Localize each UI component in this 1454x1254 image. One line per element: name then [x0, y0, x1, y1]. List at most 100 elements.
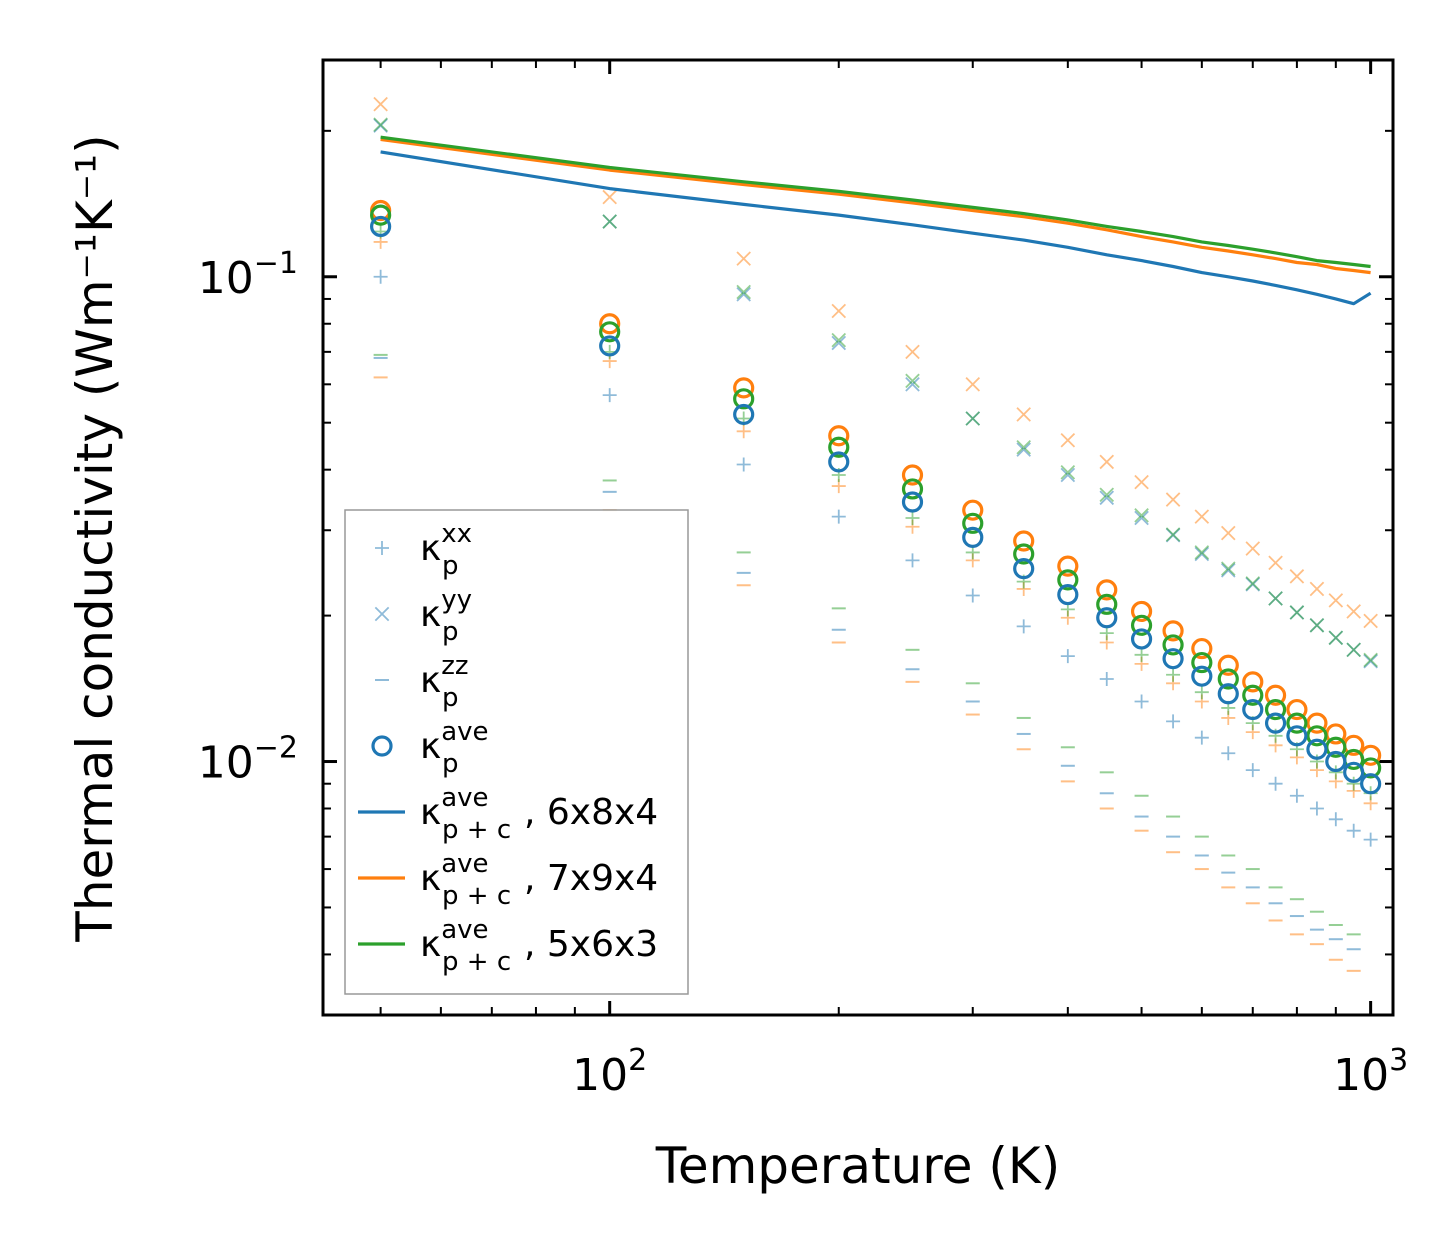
legend-kappa: κ [420, 660, 441, 701]
legend-label: κzz p [420, 651, 469, 713]
data-point [1264, 712, 1287, 734]
tick-exponent: −2 [254, 731, 298, 766]
data-point [1264, 698, 1287, 721]
data-point [1346, 823, 1361, 838]
data-point [1013, 530, 1035, 552]
data-point [1242, 698, 1264, 721]
tick-base: 10 [1333, 1050, 1389, 1101]
legend-subscript: p + c [442, 881, 511, 911]
legend-entry: κave p + c , 7x9x4 [358, 849, 658, 911]
data-point [1194, 730, 1209, 745]
series-kzz_7x9x4 [373, 376, 1361, 972]
legend-kappa: κ [420, 924, 441, 965]
data-point [373, 96, 388, 112]
data-point [1268, 591, 1283, 606]
data-point [965, 377, 981, 392]
legend-swatch-circle [371, 735, 393, 757]
data-point [901, 478, 924, 500]
data-point [1099, 671, 1114, 686]
legend-kappa: κ [420, 726, 441, 767]
data-point [1057, 569, 1079, 591]
legend-swatch-x [374, 606, 390, 622]
data-point [1099, 454, 1115, 470]
data-point [1346, 642, 1361, 658]
data-point [1060, 467, 1076, 483]
data-point [901, 491, 924, 513]
data-point [828, 425, 850, 447]
data-point [905, 344, 920, 360]
legend-superscript: xx [441, 519, 472, 549]
legend-label: κxx p [420, 519, 472, 581]
legend-subscript: p [442, 617, 459, 647]
legend-suffix: , 6x8x4 [524, 792, 658, 833]
data-point [905, 377, 920, 392]
legend-superscript: yy [441, 585, 472, 615]
data-point [1134, 647, 1149, 662]
legend-entry: κave p + c , 6x8x4 [358, 783, 658, 845]
data-point [1346, 776, 1361, 791]
data-point [1191, 637, 1213, 660]
data-point [1309, 581, 1325, 597]
data-point [1328, 593, 1344, 608]
data-point [1306, 725, 1328, 747]
data-point [1134, 474, 1149, 490]
data-point [370, 204, 392, 226]
tick-exponent: −1 [254, 246, 298, 281]
legend-subscript: p + c [442, 947, 511, 977]
data-point [1363, 832, 1378, 847]
legend-superscript: ave [441, 717, 488, 747]
data-point [1245, 576, 1261, 591]
data-point [1096, 593, 1118, 615]
series-kyy_5x6x3 [373, 117, 1378, 668]
data-point [831, 509, 846, 524]
series-kxx_6x8x4 [373, 269, 1378, 847]
data-point [1363, 613, 1378, 629]
series-kpc_5x6x3 [380, 135, 1371, 269]
series-kzz_6x8x4 [373, 356, 1361, 951]
data-point [1013, 558, 1035, 580]
legend-label: κave p + c , 7x9x4 [420, 849, 658, 911]
data-point [1289, 605, 1305, 620]
data-point [1060, 432, 1076, 448]
data-point [1309, 618, 1325, 633]
data-point [1134, 694, 1149, 709]
data-point [1242, 684, 1264, 706]
data-point [1328, 812, 1343, 827]
legend-label: κyy p [420, 585, 472, 647]
data-point [1363, 653, 1378, 669]
data-point [1194, 546, 1210, 562]
data-point [1325, 750, 1347, 773]
data-point [1096, 579, 1118, 601]
data-point [1286, 712, 1308, 734]
data-point [1221, 746, 1236, 761]
legend-superscript: ave [441, 783, 488, 813]
data-point [1328, 630, 1344, 646]
data-point [1166, 667, 1181, 682]
data-point [1016, 442, 1031, 457]
data-point [736, 424, 751, 439]
data-point [1264, 684, 1287, 706]
data-point [373, 117, 388, 132]
legend-entry: κxx p [375, 519, 472, 581]
legend-kappa: κ [420, 594, 441, 635]
data-point [1220, 525, 1236, 541]
legend-superscript: zz [441, 651, 468, 681]
data-point [1060, 465, 1076, 480]
data-point [1343, 761, 1365, 783]
legend-kappa: κ [420, 858, 441, 899]
data-point [1245, 763, 1260, 778]
data-point [1220, 563, 1236, 578]
data-point [1165, 527, 1181, 542]
data-point [602, 214, 617, 229]
data-point [962, 512, 984, 534]
legend-label: κave p + c , 6x8x4 [420, 783, 658, 845]
data-point [905, 553, 920, 568]
series-kzz_5x6x3 [373, 353, 1361, 936]
legend-superscript: ave [441, 915, 488, 945]
data-point [733, 403, 755, 426]
data-point [905, 373, 920, 389]
legend-superscript: ave [441, 849, 488, 879]
data-point [1220, 561, 1236, 576]
